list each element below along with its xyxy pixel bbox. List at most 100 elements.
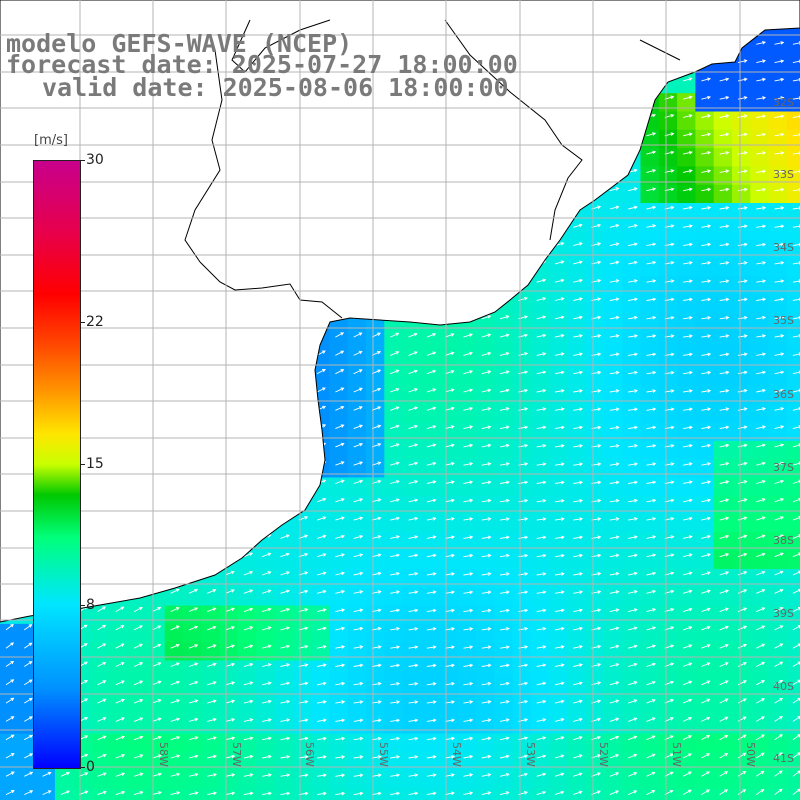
wind-cell — [164, 697, 184, 716]
wind-cell — [786, 111, 800, 131]
wind-arrow — [756, 498, 766, 503]
wind-cell — [183, 752, 202, 771]
wind-cell — [585, 367, 605, 387]
wind-cell — [347, 678, 367, 698]
wind-cell — [329, 733, 349, 753]
wind-cell — [530, 514, 550, 533]
wind-cell — [603, 221, 623, 241]
wind-cell — [439, 678, 459, 698]
wind-cell — [91, 715, 111, 735]
wind-cell — [768, 148, 788, 167]
wind-arrow — [500, 590, 510, 595]
wind-cell — [311, 605, 330, 625]
wind-arrow — [317, 718, 327, 723]
wind-cell — [713, 587, 733, 607]
wind-cell — [567, 257, 587, 277]
wind-cell — [402, 477, 422, 497]
wind-cell — [494, 422, 513, 442]
wind-arrow — [756, 643, 766, 649]
wind-arrow — [316, 516, 327, 521]
wind-cell — [549, 257, 568, 277]
wind-cell — [329, 770, 349, 790]
wind-cell — [695, 788, 715, 800]
wind-arrow — [646, 589, 657, 594]
wind-cell — [713, 605, 733, 625]
wind-cell — [420, 660, 440, 680]
wind-cell — [603, 550, 623, 570]
wind-arrow — [24, 661, 33, 667]
wind-arrow — [719, 279, 730, 284]
wind-arrow — [683, 370, 693, 375]
wind-arrow — [573, 572, 584, 576]
wind-cell — [585, 404, 605, 424]
wind-arrow — [683, 150, 693, 155]
wind-cell — [603, 788, 623, 800]
wind-cell — [786, 312, 800, 332]
wind-cell — [384, 550, 404, 570]
wind-cell — [768, 770, 788, 790]
wind-arrow — [97, 735, 107, 741]
wind-cell — [640, 697, 660, 716]
wind-cell — [640, 678, 660, 698]
wind-cell — [567, 642, 587, 662]
wind-arrow — [500, 388, 510, 393]
latitude-label: 36S — [773, 388, 794, 401]
wind-arrow — [683, 389, 693, 393]
wind-arrow — [628, 626, 638, 631]
wind-cell — [768, 257, 788, 277]
wind-cell — [384, 569, 404, 588]
wind-arrow — [737, 151, 748, 155]
wind-cell — [219, 715, 239, 735]
longitude-label: 56W — [303, 742, 316, 767]
wind-cell — [750, 752, 770, 771]
wind-cell — [750, 56, 770, 76]
wind-arrow — [481, 700, 492, 704]
wind-arrow — [426, 498, 437, 503]
wind-arrow — [609, 535, 620, 540]
wind-cell — [677, 733, 696, 753]
wind-arrow — [335, 405, 345, 411]
wind-cell — [677, 440, 696, 460]
wind-cell — [457, 514, 477, 533]
wind-cell — [603, 404, 623, 424]
wind-cell — [750, 203, 770, 222]
wind-arrow — [774, 516, 784, 521]
wind-arrow — [225, 699, 236, 704]
wind-cell — [713, 770, 733, 790]
wind-cell — [622, 477, 642, 497]
wind-arrow — [682, 535, 693, 539]
wind-arrow — [701, 753, 711, 759]
wind-arrow — [152, 625, 162, 631]
wind-cell — [439, 440, 459, 460]
wind-arrow — [335, 479, 345, 484]
wind-cell — [183, 733, 202, 753]
wind-cell — [347, 440, 367, 460]
wind-arrow — [536, 663, 547, 668]
wind-arrow — [737, 461, 748, 466]
wind-arrow — [445, 351, 455, 356]
wind-cell — [0, 642, 19, 662]
wind-arrow — [115, 625, 125, 631]
wind-cell — [128, 788, 147, 800]
wind-cell — [494, 459, 513, 479]
wind-arrow — [719, 734, 729, 741]
wind-cell — [420, 623, 440, 643]
wind-cell — [658, 93, 678, 113]
wind-cell — [475, 550, 495, 570]
colorbar-tick — [80, 463, 85, 465]
wind-arrow — [609, 517, 620, 521]
wind-cell — [475, 733, 495, 753]
wind-arrow — [701, 462, 712, 466]
wind-cell — [494, 312, 513, 332]
wind-arrow — [701, 114, 712, 118]
wind-arrow — [317, 736, 327, 741]
wind-cell — [603, 440, 623, 460]
wind-cell — [494, 642, 513, 662]
wind-cell — [457, 349, 477, 369]
wind-cell — [366, 459, 385, 479]
wind-cell — [457, 422, 477, 442]
wind-cell — [91, 788, 111, 800]
wind-arrow — [737, 498, 748, 503]
wind-arrow — [628, 425, 639, 430]
wind-arrow — [756, 132, 767, 137]
